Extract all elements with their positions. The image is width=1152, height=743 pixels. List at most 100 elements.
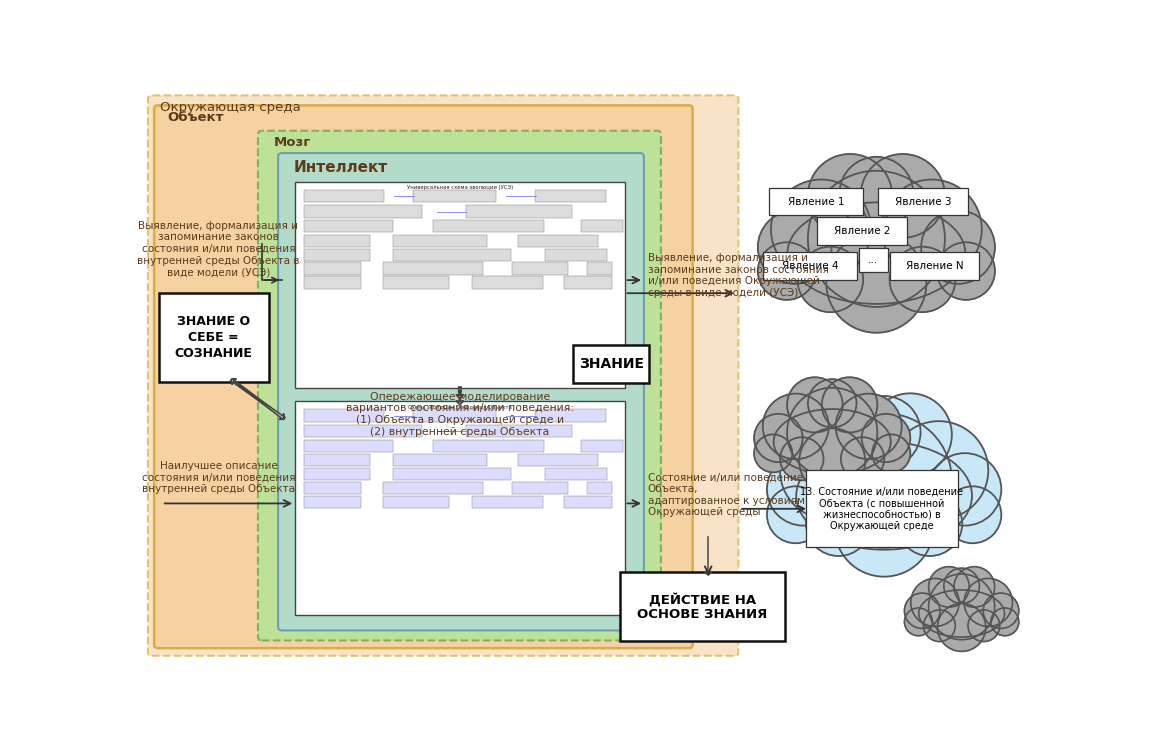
Text: ЗНАНИЕ О
СЕБЕ =
СОЗНАНИЕ: ЗНАНИЕ О СЕБЕ = СОЗНАНИЕ	[175, 315, 252, 360]
Circle shape	[841, 437, 885, 480]
Circle shape	[929, 574, 994, 640]
FancyBboxPatch shape	[304, 220, 393, 233]
Circle shape	[799, 428, 865, 494]
FancyBboxPatch shape	[384, 482, 484, 494]
FancyBboxPatch shape	[433, 440, 545, 452]
FancyBboxPatch shape	[574, 345, 650, 383]
FancyBboxPatch shape	[295, 181, 624, 388]
Text: Окружающая среда: Окружающая среда	[159, 101, 301, 114]
Circle shape	[869, 393, 952, 476]
Circle shape	[755, 435, 793, 473]
Circle shape	[897, 491, 962, 556]
FancyBboxPatch shape	[304, 454, 370, 467]
FancyBboxPatch shape	[304, 190, 384, 202]
Circle shape	[817, 413, 952, 548]
FancyBboxPatch shape	[588, 262, 612, 275]
FancyBboxPatch shape	[858, 247, 888, 273]
FancyBboxPatch shape	[806, 470, 957, 548]
Circle shape	[904, 593, 940, 629]
Circle shape	[848, 396, 920, 468]
Text: Объект: Объект	[167, 111, 223, 124]
FancyBboxPatch shape	[304, 425, 422, 437]
FancyBboxPatch shape	[154, 106, 692, 648]
Text: Выявление, формализация и
запоминание законов состояния
и/или поведения Окружающ: Выявление, формализация и запоминание за…	[647, 253, 828, 298]
FancyBboxPatch shape	[304, 409, 384, 422]
FancyBboxPatch shape	[511, 262, 568, 275]
FancyBboxPatch shape	[465, 205, 571, 218]
FancyBboxPatch shape	[535, 190, 606, 202]
Circle shape	[922, 210, 995, 284]
Text: Явление 2: Явление 2	[834, 226, 890, 236]
Circle shape	[881, 180, 982, 279]
Text: Универсальная схема эволюции (УСЭ): Универсальная схема эволюции (УСЭ)	[407, 185, 513, 189]
FancyBboxPatch shape	[472, 496, 544, 508]
FancyBboxPatch shape	[588, 482, 612, 494]
FancyBboxPatch shape	[564, 276, 613, 288]
FancyBboxPatch shape	[535, 409, 606, 422]
Circle shape	[904, 608, 932, 636]
Text: Опережающее моделирование
вариантов состояния и/или поведения:
(1) Объекта в Окр: Опережающее моделирование вариантов сост…	[346, 392, 574, 437]
Text: ДЕЙСТВИЕ НА
ОСНОВЕ ЗНАНИЯ: ДЕЙСТВИЕ НА ОСНОВЕ ЗНАНИЯ	[637, 592, 767, 621]
FancyBboxPatch shape	[304, 482, 361, 494]
Circle shape	[840, 157, 914, 230]
Text: Выявление, формализация и
запоминание законов
состояния и/или поведения
внутренн: Выявление, формализация и запоминание за…	[137, 221, 300, 277]
FancyBboxPatch shape	[412, 190, 495, 202]
Circle shape	[954, 567, 994, 607]
Text: Мозг: Мозг	[273, 136, 311, 149]
Circle shape	[984, 593, 1018, 629]
Text: Схема эволюции Поведения Объекта: Схема эволюции Поведения Объекта	[408, 404, 511, 409]
FancyBboxPatch shape	[159, 293, 268, 382]
FancyBboxPatch shape	[304, 235, 370, 247]
Text: Состояние и/или поведение
Объекта,
адаптированное к условиям
Окружающей среды: Состояние и/или поведение Объекта, адапт…	[647, 473, 804, 517]
Circle shape	[862, 414, 910, 462]
FancyBboxPatch shape	[764, 253, 857, 280]
FancyBboxPatch shape	[304, 205, 422, 218]
FancyBboxPatch shape	[472, 276, 544, 288]
Text: ...: ...	[869, 255, 878, 265]
Ellipse shape	[774, 409, 890, 475]
Circle shape	[924, 610, 955, 641]
FancyBboxPatch shape	[564, 496, 613, 508]
Ellipse shape	[796, 442, 972, 550]
Circle shape	[938, 603, 986, 652]
Circle shape	[780, 437, 824, 480]
Text: Явление 3: Явление 3	[895, 197, 952, 207]
Circle shape	[763, 394, 828, 459]
FancyBboxPatch shape	[518, 454, 598, 467]
FancyBboxPatch shape	[581, 220, 623, 233]
FancyBboxPatch shape	[818, 217, 908, 244]
FancyBboxPatch shape	[518, 235, 598, 247]
FancyBboxPatch shape	[878, 188, 968, 215]
Circle shape	[767, 487, 824, 543]
FancyBboxPatch shape	[465, 425, 571, 437]
Text: Явление 4: Явление 4	[782, 262, 839, 271]
FancyBboxPatch shape	[511, 482, 568, 494]
Text: Наилучшее описание
состояния и/или поведения
внутренней среды Объекта: Наилучшее описание состояния и/или повед…	[142, 461, 295, 494]
FancyBboxPatch shape	[393, 454, 487, 467]
FancyBboxPatch shape	[384, 276, 448, 288]
FancyBboxPatch shape	[393, 249, 510, 261]
FancyBboxPatch shape	[295, 401, 624, 615]
FancyBboxPatch shape	[304, 496, 361, 508]
FancyBboxPatch shape	[304, 262, 361, 275]
FancyBboxPatch shape	[393, 468, 510, 480]
Circle shape	[821, 377, 878, 432]
FancyBboxPatch shape	[258, 131, 661, 640]
FancyBboxPatch shape	[384, 496, 448, 508]
Circle shape	[826, 233, 926, 333]
Circle shape	[929, 453, 1001, 525]
Circle shape	[968, 610, 1000, 641]
Circle shape	[929, 567, 969, 607]
Circle shape	[755, 414, 803, 462]
Circle shape	[806, 491, 871, 556]
Circle shape	[964, 579, 1013, 626]
Circle shape	[872, 435, 910, 473]
FancyBboxPatch shape	[304, 440, 393, 452]
FancyBboxPatch shape	[384, 262, 484, 275]
Circle shape	[767, 453, 840, 525]
Text: Явление N: Явление N	[905, 262, 963, 271]
Circle shape	[861, 154, 945, 238]
Circle shape	[808, 171, 945, 307]
FancyBboxPatch shape	[278, 153, 644, 631]
Circle shape	[787, 388, 878, 478]
